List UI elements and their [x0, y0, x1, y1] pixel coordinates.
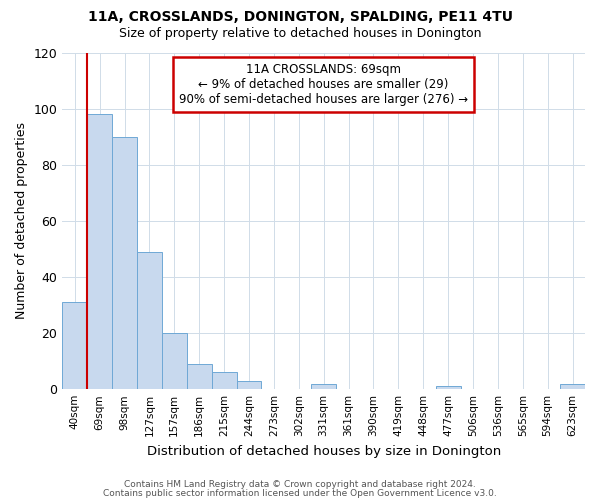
- Y-axis label: Number of detached properties: Number of detached properties: [15, 122, 28, 320]
- X-axis label: Distribution of detached houses by size in Donington: Distribution of detached houses by size …: [146, 444, 501, 458]
- Bar: [212, 372, 236, 389]
- Bar: [560, 384, 585, 389]
- Bar: [236, 381, 262, 389]
- Text: Size of property relative to detached houses in Donington: Size of property relative to detached ho…: [119, 28, 481, 40]
- Text: 11A CROSSLANDS: 69sqm
← 9% of detached houses are smaller (29)
90% of semi-detac: 11A CROSSLANDS: 69sqm ← 9% of detached h…: [179, 62, 468, 106]
- Bar: [137, 252, 162, 389]
- Bar: [62, 302, 87, 389]
- Bar: [162, 333, 187, 389]
- Text: 11A, CROSSLANDS, DONINGTON, SPALDING, PE11 4TU: 11A, CROSSLANDS, DONINGTON, SPALDING, PE…: [88, 10, 512, 24]
- Bar: [436, 386, 461, 389]
- Bar: [311, 384, 336, 389]
- Text: Contains HM Land Registry data © Crown copyright and database right 2024.: Contains HM Land Registry data © Crown c…: [124, 480, 476, 489]
- Bar: [187, 364, 212, 389]
- Text: Contains public sector information licensed under the Open Government Licence v3: Contains public sector information licen…: [103, 488, 497, 498]
- Bar: [112, 136, 137, 389]
- Bar: [87, 114, 112, 389]
